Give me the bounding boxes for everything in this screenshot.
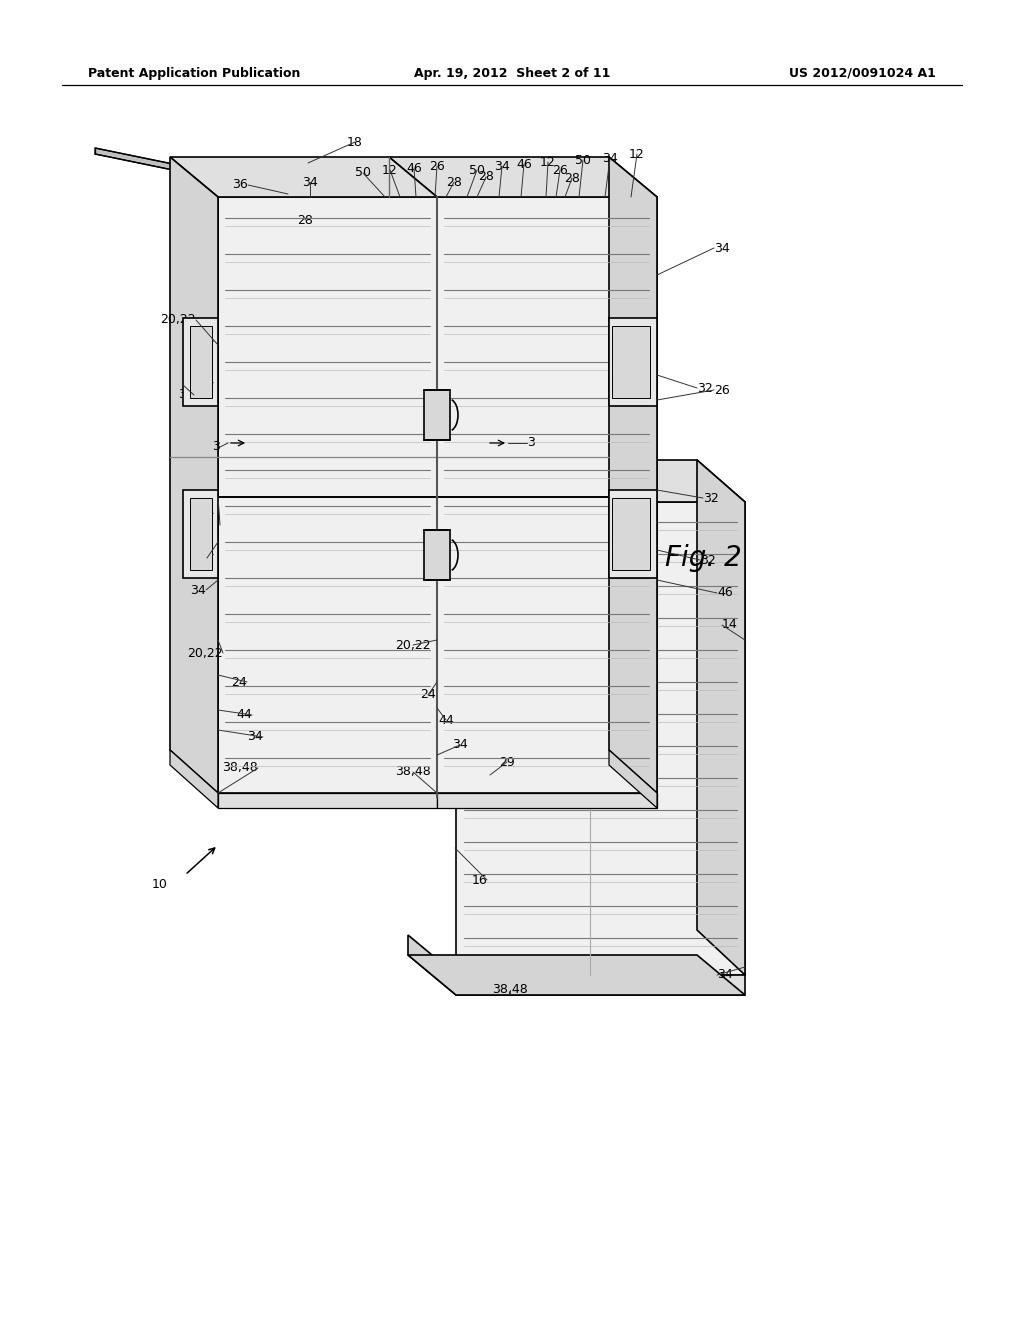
Text: 18: 18: [347, 136, 362, 149]
Polygon shape: [170, 157, 218, 793]
Text: 32: 32: [703, 491, 719, 504]
Text: 26: 26: [714, 384, 730, 396]
Text: 28: 28: [446, 176, 462, 189]
Text: 38,48: 38,48: [395, 766, 431, 779]
Text: 14: 14: [722, 619, 737, 631]
Polygon shape: [218, 793, 437, 808]
Text: 28: 28: [564, 172, 580, 185]
Text: 28: 28: [297, 214, 313, 227]
Polygon shape: [190, 326, 212, 399]
Polygon shape: [170, 750, 218, 808]
Polygon shape: [389, 157, 657, 197]
Text: 34: 34: [714, 242, 730, 255]
Text: Patent Application Publication: Patent Application Publication: [88, 66, 300, 79]
Polygon shape: [218, 197, 437, 793]
Text: 34: 34: [190, 583, 206, 597]
Polygon shape: [408, 935, 456, 995]
Text: 46: 46: [717, 586, 733, 599]
Polygon shape: [609, 318, 657, 407]
Polygon shape: [408, 954, 745, 995]
Text: 46: 46: [516, 157, 531, 170]
Text: 44: 44: [237, 709, 252, 722]
Polygon shape: [95, 148, 285, 193]
Text: 16: 16: [471, 874, 487, 887]
Text: 20,22: 20,22: [161, 314, 196, 326]
Text: 50: 50: [355, 166, 371, 180]
Text: 36: 36: [232, 178, 248, 191]
Polygon shape: [424, 531, 450, 579]
Polygon shape: [170, 157, 437, 197]
Text: 34: 34: [495, 160, 510, 173]
Text: 34: 34: [302, 176, 317, 189]
Text: 10: 10: [153, 879, 168, 891]
Text: 34: 34: [717, 969, 733, 982]
Polygon shape: [456, 502, 745, 975]
Polygon shape: [183, 318, 218, 407]
Text: 50: 50: [575, 153, 591, 166]
Text: 28: 28: [478, 170, 494, 183]
Text: 44: 44: [438, 714, 454, 726]
Text: 12: 12: [629, 148, 645, 161]
Polygon shape: [612, 326, 650, 399]
Polygon shape: [424, 389, 450, 440]
Text: 50: 50: [469, 164, 485, 177]
Text: 34: 34: [602, 152, 617, 165]
Text: 44: 44: [191, 552, 207, 565]
Text: 24: 24: [231, 676, 247, 689]
Text: 26: 26: [429, 160, 444, 173]
Text: 3: 3: [527, 437, 535, 450]
Text: 12: 12: [382, 164, 398, 177]
Text: 34: 34: [247, 730, 263, 743]
Text: 12: 12: [540, 156, 556, 169]
Polygon shape: [183, 490, 218, 578]
Text: 3: 3: [212, 441, 220, 454]
Text: 29: 29: [499, 755, 515, 768]
Polygon shape: [697, 459, 745, 975]
Text: 20,22: 20,22: [395, 639, 431, 652]
Text: 32: 32: [697, 381, 713, 395]
Text: 26: 26: [552, 164, 568, 177]
Text: 34: 34: [453, 738, 468, 751]
Text: 46: 46: [407, 161, 422, 174]
Text: 20,22: 20,22: [187, 647, 223, 660]
Polygon shape: [609, 750, 657, 808]
Text: US 2012/0091024 A1: US 2012/0091024 A1: [790, 66, 936, 79]
Polygon shape: [456, 975, 745, 995]
Text: 24: 24: [204, 519, 220, 532]
Text: 38,48: 38,48: [222, 762, 258, 775]
Text: Apr. 19, 2012  Sheet 2 of 11: Apr. 19, 2012 Sheet 2 of 11: [414, 66, 610, 79]
Polygon shape: [437, 793, 657, 808]
Polygon shape: [609, 490, 657, 578]
Polygon shape: [190, 498, 212, 570]
Polygon shape: [437, 197, 657, 793]
Polygon shape: [609, 157, 657, 793]
Text: Fig. 2: Fig. 2: [665, 544, 741, 572]
Text: 32: 32: [178, 388, 194, 401]
Text: 32: 32: [700, 553, 716, 566]
Text: 38,48: 38,48: [493, 983, 528, 997]
Polygon shape: [408, 459, 745, 502]
Text: 24: 24: [420, 689, 436, 701]
Polygon shape: [612, 498, 650, 570]
